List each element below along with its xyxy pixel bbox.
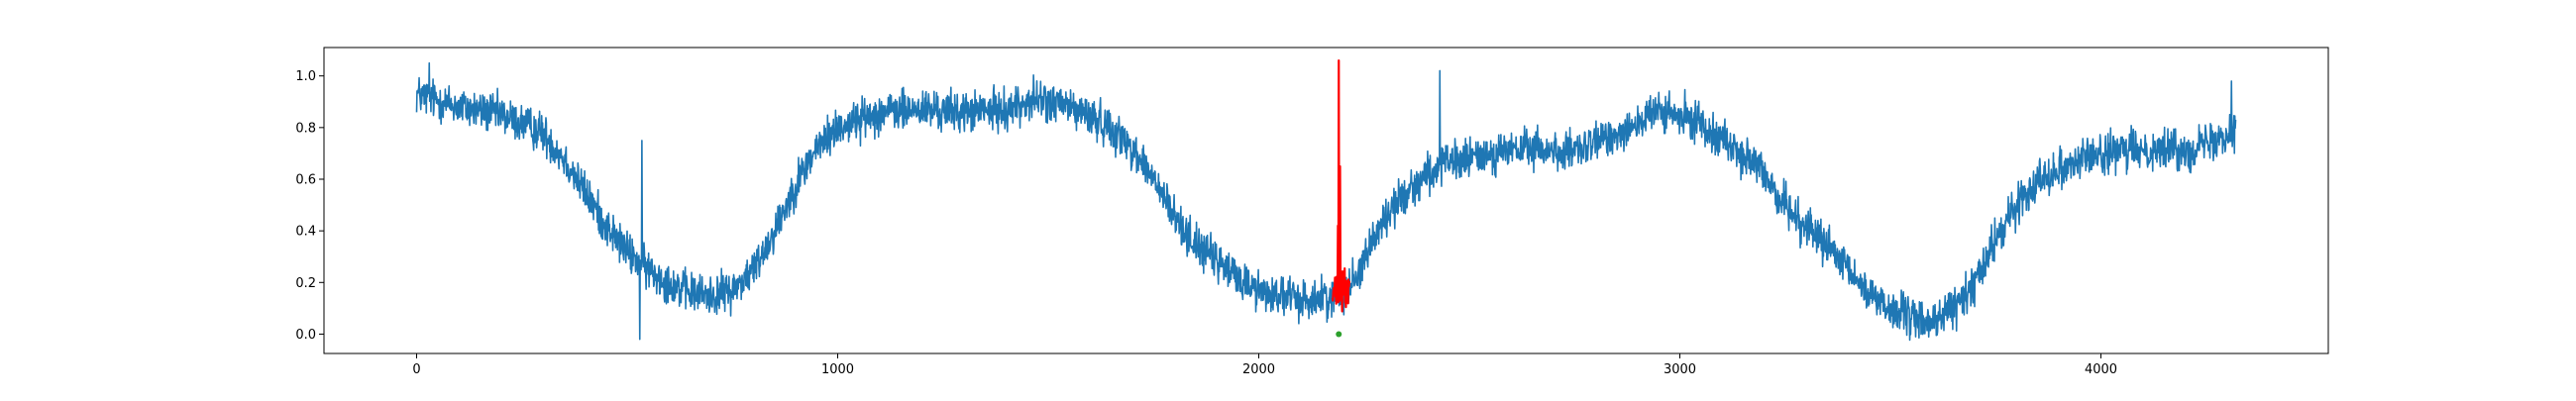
y-tick-label: 0.2 [295, 276, 316, 291]
y-axis: 0.0 0.2 0.4 0.6 0.8 1.0 [295, 69, 324, 343]
marker-point-1 [1336, 331, 1342, 338]
series-line-2 [1331, 58, 1350, 313]
y-tick-label: 0.4 [295, 225, 316, 240]
series-layer [415, 58, 2237, 342]
x-tick-label: 2000 [1242, 362, 1275, 377]
y-tick-label: 1.0 [295, 69, 316, 84]
x-tick-label: 3000 [1664, 362, 1696, 377]
x-tick-label: 1000 [821, 362, 854, 377]
x-tick-label: 0 [412, 362, 420, 377]
x-axis: 0 1000 2000 3000 4000 [412, 353, 2117, 377]
plot-frame [323, 47, 2329, 354]
y-tick-label: 0.6 [295, 172, 316, 187]
marker-layer [1336, 331, 1342, 338]
y-tick-label: 0.0 [295, 328, 316, 343]
x-tick-label: 4000 [2085, 362, 2117, 377]
y-tick-label: 0.8 [295, 121, 316, 136]
series-line-1 [415, 61, 2237, 342]
